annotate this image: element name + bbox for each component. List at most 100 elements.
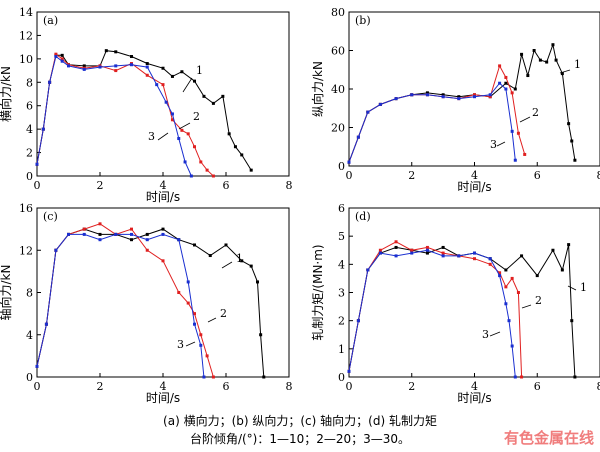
panel-3-series-3-point — [177, 238, 181, 242]
panel-3-series-3-point — [193, 322, 196, 326]
panel-1-series-1-line — [36, 50, 252, 171]
panel-4-series-3-point — [488, 257, 492, 261]
panel-4-series-1-point — [441, 245, 445, 249]
panel-4-xtick-label: 2 — [408, 380, 415, 393]
panel-4-ylabel: 轧制力矩/(MN·m) — [311, 244, 325, 340]
panel-4-series-1-point — [535, 274, 539, 278]
panel-4-ytick-label: 2 — [338, 315, 345, 328]
panel-3-annotation-leader — [221, 261, 233, 269]
panel-1-series-2-point — [211, 174, 215, 178]
caption-line-2: 台阶倾角/(°)：1—10；2—20；3—30。 — [189, 432, 411, 446]
panel-4-frame — [348, 207, 600, 378]
panel-2-xtick-label: 8 — [597, 169, 600, 182]
panel-1-series-3-point — [54, 55, 58, 59]
panel-2-annotation-1: 1 — [574, 58, 581, 71]
panel-2-series-3-point — [498, 81, 502, 85]
panel-2-series-2-point — [473, 93, 476, 97]
panel-1-series-2-point — [54, 52, 58, 56]
panel-3-annotation-leader — [207, 317, 217, 323]
panel-3-ylabel: 轴向力/kN — [0, 265, 13, 321]
panel-4-xtick-label: 8 — [597, 380, 600, 393]
panel-1-series-1-point — [221, 94, 225, 98]
panel-1-annotation-1: 1 — [196, 64, 203, 77]
panel-1-annotation-3: 3 — [148, 130, 155, 143]
panel-2-series-1-point — [573, 158, 577, 162]
panel-4-series-3-point — [425, 248, 429, 252]
panel-1-annotation-leader — [157, 132, 169, 141]
panel-4-ytick-label: 1 — [338, 343, 345, 356]
panel-1-series-2-point — [199, 160, 203, 164]
panel-1-series-1-point — [130, 55, 133, 59]
panel-1-series-2-line — [36, 53, 214, 177]
panel-2-annotation-2: 2 — [532, 106, 539, 119]
panel-3-annotation-leader — [185, 341, 196, 347]
panel-3-series-1-point — [193, 243, 196, 247]
panel-2-series-3-point — [425, 93, 429, 97]
panel-1-series-1-point — [145, 62, 149, 66]
panel-1-series-3-point — [183, 160, 187, 164]
panel-2-annotation-leader — [559, 69, 571, 74]
panel-2-ytick-label: 80 — [331, 6, 345, 19]
panel-2-xtick-label: 0 — [346, 169, 353, 182]
panel-3-xtick-label: 8 — [286, 380, 293, 393]
panel-3-series-3-point — [44, 322, 48, 326]
panel-4-series-1-point — [394, 245, 398, 249]
panel-4-series-3-point — [378, 251, 382, 255]
panel-4-ytick-label: 4 — [338, 258, 345, 271]
panel-3-series-1-point — [259, 333, 263, 337]
panel-3-series-1-line — [36, 228, 265, 378]
panel-4-series-3-point — [513, 375, 517, 379]
panel-1-series-1-point — [211, 101, 215, 105]
panel-4-series-1-point — [520, 254, 524, 258]
panel-2-series-1-point — [526, 74, 530, 78]
panel-2-series-1-point — [513, 87, 517, 91]
panel-1-series-1-point — [227, 132, 231, 136]
panel-4-series-3-point — [510, 344, 514, 348]
panel-3-series-3-point — [35, 364, 39, 368]
panel-3-series-3-point — [98, 238, 102, 242]
panel-2-series-2-point — [504, 75, 508, 79]
panel-1-xtick-label: 2 — [97, 179, 104, 192]
panel-4-series-1-point — [573, 375, 577, 379]
panel-1-ytick-label: 14 — [19, 6, 33, 19]
panel-2-series-2-point — [510, 91, 514, 95]
panel-1-series-3-line — [36, 55, 192, 177]
panel-2-series-2-line — [348, 64, 526, 163]
panel-2-series-1-point — [441, 93, 445, 97]
panel-1-label: (a) — [43, 14, 58, 27]
panel-2-series-1-point — [504, 81, 508, 85]
panel-4-label: (d) — [355, 210, 371, 223]
panel-2-series-3-point — [488, 93, 492, 97]
panel-2-xlabel: 时间/s — [457, 180, 491, 194]
panel-3-series-3-point — [161, 232, 165, 236]
panel-1-series-3-point — [170, 112, 174, 116]
panel-1-series-2-point — [186, 132, 190, 136]
panel-1-series-3-point — [98, 65, 102, 69]
panel-4-series-3-point — [473, 251, 476, 255]
panel-4-annotation-2: 2 — [535, 294, 542, 307]
panel-4-ytick-label: 6 — [338, 202, 345, 215]
panel-2-series-1-point — [425, 91, 429, 95]
panel-4-series-3-point — [507, 319, 511, 323]
panel-3-series-3-point — [145, 238, 149, 242]
panel-3-series-3-line — [36, 233, 205, 378]
panel-2-series-1-point — [545, 60, 549, 64]
panel-4-ytick-label: 3 — [338, 287, 345, 300]
panel-4-ytick-label: 0 — [338, 371, 345, 384]
panel-1-series-3-point — [82, 67, 86, 71]
panel-1-series-1-point — [161, 66, 165, 70]
panel-1-series-1-point — [249, 168, 253, 172]
panel-2-ytick-label: 60 — [331, 45, 345, 58]
panel-1-series-3-point — [41, 127, 45, 131]
panel-4-series-2-point — [510, 276, 514, 280]
panel-2-series-3-point — [441, 95, 445, 99]
panel-2-series-1-point — [532, 49, 536, 52]
panel-4-series-2-point — [504, 285, 508, 289]
panel-4-series-2-point — [425, 245, 429, 249]
panel-1-series-1-point — [104, 49, 108, 53]
panel-1-ylabel: 横向力/kN — [0, 66, 13, 122]
panel-2-xtick-label: 4 — [471, 169, 478, 182]
panel-1-series-1-point — [202, 94, 206, 98]
panel-3-ytick-label: 16 — [19, 202, 33, 215]
panel-3-ytick-label: 0 — [26, 371, 33, 384]
